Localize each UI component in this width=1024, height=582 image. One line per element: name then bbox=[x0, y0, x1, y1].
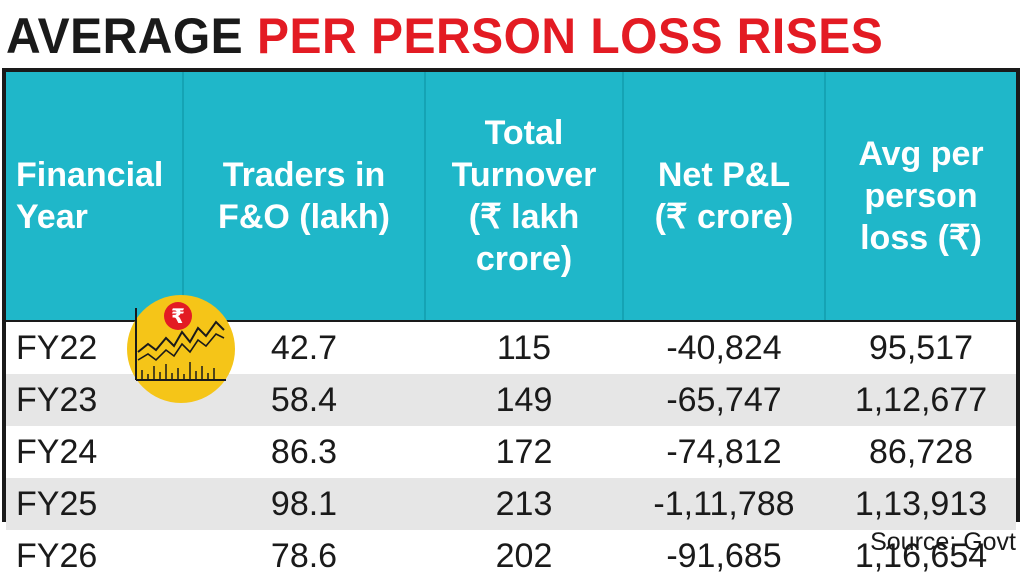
column-header-traders: Traders in F&O (lakh) bbox=[218, 156, 390, 236]
cell-turnover: 149 bbox=[495, 380, 553, 419]
cell-turnover: 202 bbox=[495, 536, 553, 575]
chart-title: AVERAGE PER PERSON LOSS RISES bbox=[6, 6, 883, 66]
cell-avg-loss: 86,728 bbox=[869, 432, 973, 471]
header-divider bbox=[824, 72, 826, 320]
table-row: FY25 98.1 213 -1,11,788 1,13,913 bbox=[6, 478, 1016, 530]
table-header: Financial Year Traders in F&O (lakh) Tot… bbox=[6, 72, 1016, 320]
column-header-financial-year: Financial Year bbox=[16, 156, 164, 236]
cell-year: FY24 bbox=[16, 432, 98, 471]
column-header-avg-loss: Avg per person loss (₹) bbox=[858, 135, 984, 257]
svg-text:₹: ₹ bbox=[171, 304, 185, 328]
title-part-1: AVERAGE bbox=[6, 8, 244, 64]
cell-turnover: 172 bbox=[495, 432, 553, 471]
header-divider bbox=[182, 72, 184, 320]
cell-net-pl: -65,747 bbox=[666, 380, 782, 419]
column-header-net-pl: Net P&L (₹ crore) bbox=[654, 156, 794, 236]
cell-traders: 98.1 bbox=[270, 484, 338, 523]
cell-traders: 78.6 bbox=[270, 536, 338, 575]
cell-avg-loss: 1,12,677 bbox=[854, 380, 988, 419]
cell-net-pl: -74,812 bbox=[666, 432, 782, 471]
cell-year: FY26 bbox=[16, 536, 98, 575]
source-note: Source: Govt bbox=[870, 528, 1016, 556]
cell-turnover: 115 bbox=[496, 328, 552, 367]
cell-year: FY23 bbox=[16, 380, 98, 419]
cell-net-pl: -1,11,788 bbox=[653, 484, 795, 523]
table-row: FY24 86.3 172 -74,812 86,728 bbox=[6, 426, 1016, 478]
cell-year: FY25 bbox=[16, 484, 98, 523]
cell-avg-loss: 1,13,913 bbox=[854, 484, 988, 523]
cell-traders: 58.4 bbox=[270, 380, 338, 419]
cell-net-pl: -91,685 bbox=[666, 536, 782, 575]
cell-avg-loss: 95,517 bbox=[869, 328, 973, 367]
column-header-turnover: Total Turnover (₹ lakh crore) bbox=[451, 114, 597, 278]
header-divider bbox=[622, 72, 624, 320]
header-divider bbox=[424, 72, 426, 320]
cell-net-pl: -40,824 bbox=[666, 328, 782, 367]
table-row: FY26 78.6 202 -91,685 1,16,654 bbox=[6, 530, 1016, 582]
cell-traders: 42.7 bbox=[270, 328, 338, 367]
rupee-stock-chart-icon: ₹ bbox=[127, 295, 235, 403]
cell-traders: 86.3 bbox=[270, 432, 338, 471]
cell-turnover: 213 bbox=[495, 484, 553, 523]
title-part-2: PER PERSON LOSS RISES bbox=[257, 8, 884, 64]
cell-year: FY22 bbox=[16, 328, 98, 367]
